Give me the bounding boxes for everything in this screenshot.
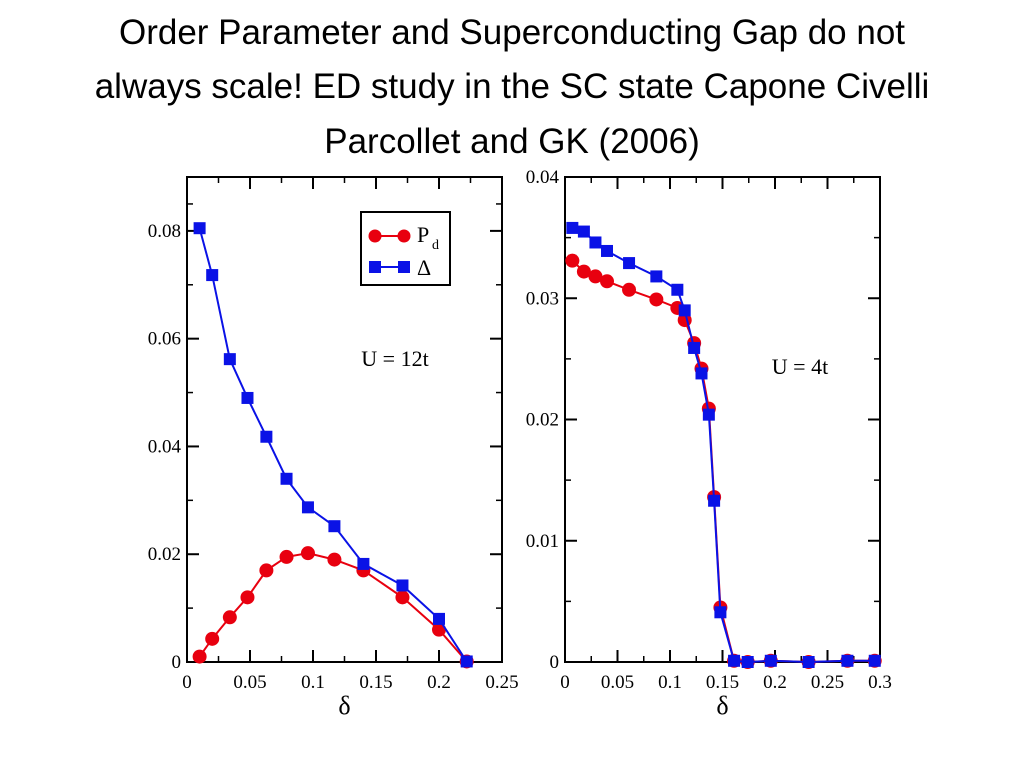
- y-tick-label: 0.04: [526, 167, 560, 188]
- x-tick-label: 0.1: [301, 672, 325, 693]
- delta-point: [741, 656, 754, 668]
- pd-point: [205, 631, 220, 646]
- legend-pd-subscript: d: [432, 238, 439, 253]
- delta-point: [708, 494, 721, 507]
- delta-point: [577, 225, 590, 238]
- pd-point: [395, 590, 410, 605]
- title-line-3: Parcollet and GK (2006): [324, 121, 700, 161]
- pd-point: [432, 622, 446, 637]
- delta-point: [802, 656, 815, 668]
- delta-point: [714, 606, 727, 619]
- delta-point: [764, 654, 777, 667]
- pd-point: [649, 292, 664, 307]
- delta-point: [650, 270, 663, 283]
- delta-point: [688, 341, 701, 354]
- pd-point: [300, 546, 315, 561]
- title-line-1: Order Parameter and Superconducting Gap …: [118, 13, 906, 52]
- x-tick-label: 0: [182, 672, 192, 693]
- x-tick-label: 0.05: [601, 672, 634, 693]
- delta-point: [728, 654, 741, 667]
- delta-point: [241, 391, 254, 404]
- delta-point: [702, 408, 715, 421]
- delta-point: [301, 501, 314, 514]
- x-tick-label: 0.1: [658, 672, 682, 693]
- legend-delta-label: Δ: [417, 255, 431, 280]
- delta-point: [328, 520, 341, 533]
- y-tick-label: 0.02: [148, 544, 181, 565]
- plot-frame: [186, 176, 503, 663]
- pd-point: [565, 253, 580, 268]
- delta-point: [589, 236, 602, 249]
- pd-point: [222, 610, 237, 625]
- annotation-label: U = 12t: [361, 346, 428, 371]
- delta-point: [193, 222, 206, 235]
- annotation-label: U = 4t: [772, 354, 828, 379]
- x-tick-label: 0.2: [763, 672, 787, 693]
- x-tick-label: 0.2: [427, 672, 451, 693]
- delta-point: [433, 612, 445, 625]
- x-axis-label: δ: [716, 691, 728, 720]
- legend-delta-marker: [398, 261, 410, 273]
- y-tick-label: 0.06: [148, 329, 181, 350]
- delta-point: [396, 579, 409, 592]
- delta-point: [260, 430, 273, 443]
- delta-point: [460, 655, 473, 668]
- chart-1: 0 0.05 0.1 0.15 0.2 0.25 0 0.02 0.04 0.06 0.08 δ U =…: [148, 176, 519, 720]
- delta-point: [671, 283, 684, 296]
- x-tick-label: 0.05: [233, 672, 266, 693]
- delta-point: [678, 304, 691, 317]
- x-tick-label: 0: [560, 672, 570, 693]
- delta-point: [695, 367, 708, 380]
- y-tick-label: 0: [550, 652, 560, 673]
- y-tick-label: 0.01: [526, 531, 559, 552]
- delta-point: [280, 472, 293, 485]
- pd-point: [600, 274, 614, 289]
- delta-point: [357, 557, 370, 570]
- legend-pd-marker: [368, 229, 382, 243]
- x-tick-label: 0.3: [868, 672, 892, 693]
- y-tick-label: 0.04: [148, 436, 182, 457]
- delta-point: [868, 654, 881, 667]
- pd-point: [622, 282, 637, 297]
- y-tick-label: 0: [172, 652, 182, 673]
- pd-point: [279, 549, 294, 564]
- x-tick-label: 0.25: [811, 672, 844, 693]
- series-line-delta: [572, 226, 875, 664]
- delta-point: [841, 654, 854, 667]
- y-tick-label: 0.02: [526, 410, 559, 431]
- legend-pd-marker: [397, 229, 411, 243]
- x-tick-label: 0.15: [359, 672, 392, 693]
- legend-delta-marker: [369, 261, 381, 273]
- delta-point: [623, 257, 636, 270]
- pd-point: [588, 269, 603, 284]
- delta-point: [566, 221, 579, 234]
- x-axis-label: δ: [338, 691, 350, 720]
- pd-point: [192, 649, 207, 664]
- x-tick-label: 0.25: [485, 672, 518, 693]
- delta-point: [223, 353, 236, 366]
- series-line-delta: [198, 227, 468, 663]
- pd-point: [240, 590, 255, 605]
- title-line-2: always scale! ED study in the SC state C…: [94, 67, 930, 107]
- legend-pd-label: P: [417, 222, 429, 247]
- delta-point: [601, 244, 613, 257]
- pd-point: [259, 563, 274, 578]
- pd-point: [327, 552, 342, 567]
- delta-point: [206, 269, 219, 282]
- y-tick-label: 0.08: [148, 221, 181, 242]
- y-tick-label: 0.03: [526, 288, 559, 309]
- pd-point: [576, 264, 591, 279]
- chart-2: 0 0.05 0.1 0.15 0.2 0.25 0.3 0 0.01 0.02 0.03 0.04 δ…: [526, 167, 892, 720]
- slide-title: Order Parameter and Superconducting Gap …: [0, 6, 1024, 169]
- x-tick-label: 0.15: [706, 672, 739, 693]
